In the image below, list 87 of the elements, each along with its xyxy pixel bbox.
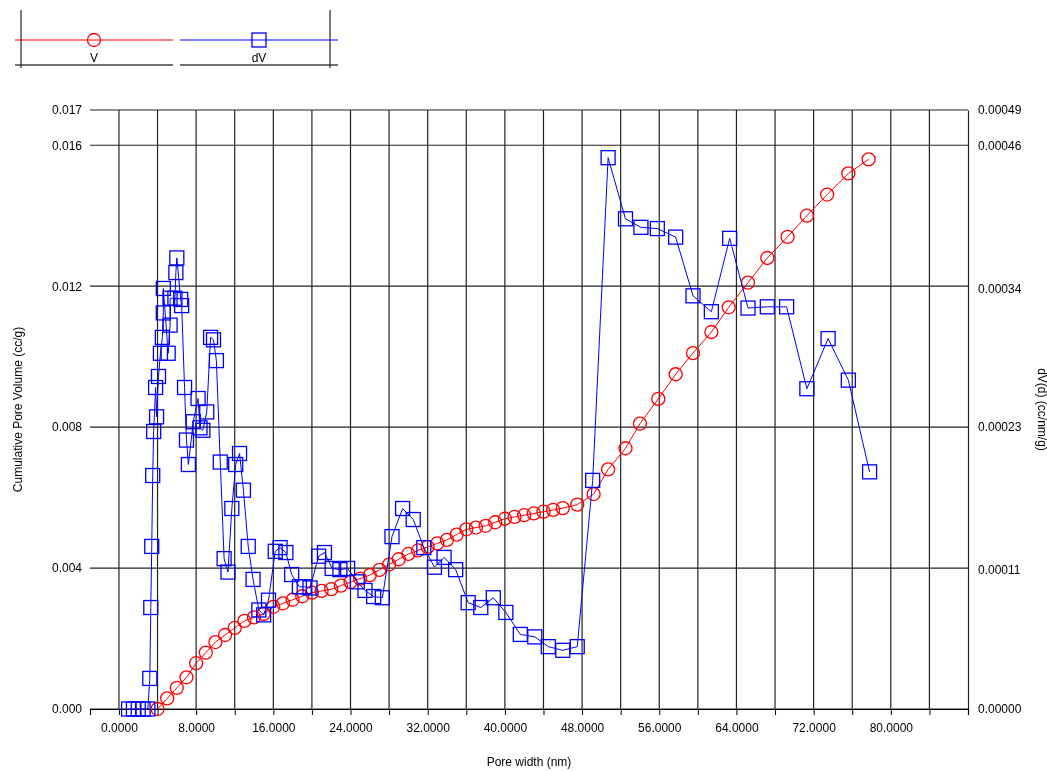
point xyxy=(468,520,484,535)
point xyxy=(507,509,522,525)
point xyxy=(651,391,666,407)
point xyxy=(819,187,835,202)
legend-label: V xyxy=(89,51,99,65)
y-axis-title: Cumulative Pore Volume (cc/g) xyxy=(11,326,25,493)
point xyxy=(488,515,503,530)
legend-label: dV xyxy=(251,51,267,65)
point xyxy=(841,166,856,181)
point xyxy=(410,543,426,558)
point xyxy=(545,502,561,518)
point xyxy=(266,599,281,614)
point xyxy=(246,610,262,625)
point xyxy=(362,567,377,583)
y-tick-label: 0.008 xyxy=(51,420,83,435)
point xyxy=(343,575,358,590)
point xyxy=(632,416,648,431)
x-tick-label: 80.0000 xyxy=(869,721,914,736)
point xyxy=(668,367,683,382)
point xyxy=(208,634,223,650)
point xyxy=(179,670,194,685)
x-tick-label: 16.0000 xyxy=(252,721,296,736)
point xyxy=(353,571,368,586)
point xyxy=(401,546,416,562)
x-tick-label: 32.0000 xyxy=(406,721,451,736)
point xyxy=(600,462,616,477)
point xyxy=(391,552,406,567)
x-tick-label: 8.0000 xyxy=(178,721,216,736)
point xyxy=(861,152,876,167)
point xyxy=(285,592,300,607)
y2-tick-label: 0.00046 xyxy=(978,138,1022,153)
point xyxy=(324,582,339,597)
point xyxy=(188,656,204,671)
x-tick-label: 40.0000 xyxy=(483,721,528,736)
x-tick-label: 72.0000 xyxy=(792,721,837,736)
y2-axis-title: dV(d) (cc/nm/g) xyxy=(1035,368,1047,451)
point xyxy=(314,583,329,599)
y-tick-label: 0.012 xyxy=(51,279,83,294)
y2-tick-label: 0.00049 xyxy=(978,103,1022,118)
point xyxy=(570,497,585,512)
point xyxy=(237,613,252,629)
point xyxy=(275,596,291,611)
point xyxy=(780,229,795,244)
point xyxy=(150,701,165,717)
point xyxy=(517,508,532,523)
point xyxy=(459,522,474,537)
point xyxy=(799,208,815,223)
point xyxy=(227,620,242,636)
y2-tick-label: 0.00011 xyxy=(978,562,1021,577)
x-tick-label: 48.0000 xyxy=(560,721,605,736)
point xyxy=(555,501,570,516)
x-axis-title: Pore width (nm) xyxy=(486,755,572,769)
point xyxy=(760,250,775,266)
point xyxy=(439,532,455,548)
point xyxy=(381,557,397,572)
point xyxy=(430,536,445,551)
point xyxy=(198,645,213,660)
y2-tick-label: 0.00034 xyxy=(978,281,1022,296)
point xyxy=(478,518,493,533)
point xyxy=(169,680,184,696)
point xyxy=(721,300,736,315)
x-tick-label: 56.0000 xyxy=(638,721,682,736)
x-tick-label: 0.0000 xyxy=(101,721,139,736)
point xyxy=(685,345,701,361)
x-tick-label: 64.0000 xyxy=(715,721,759,736)
y-tick-label: 0.017 xyxy=(51,103,83,118)
point xyxy=(526,506,541,521)
point xyxy=(304,585,320,600)
point xyxy=(449,527,464,542)
point xyxy=(333,578,349,593)
y2-tick-label: 0.00023 xyxy=(978,419,1022,434)
point xyxy=(704,324,719,340)
x-tick-label: 24.0000 xyxy=(329,721,374,736)
y-tick-label: 0.004 xyxy=(51,561,83,576)
point xyxy=(217,627,233,643)
point xyxy=(497,511,513,526)
y-tick-label: 0.016 xyxy=(51,138,83,153)
point xyxy=(295,589,310,604)
point xyxy=(618,441,633,456)
y-tick-label: 0.000 xyxy=(51,702,83,717)
point xyxy=(160,691,175,706)
point xyxy=(586,486,601,502)
point xyxy=(372,562,387,577)
point xyxy=(420,539,435,555)
point xyxy=(740,275,756,290)
point xyxy=(536,504,551,519)
y2-tick-label: 0.00000 xyxy=(978,702,1022,717)
